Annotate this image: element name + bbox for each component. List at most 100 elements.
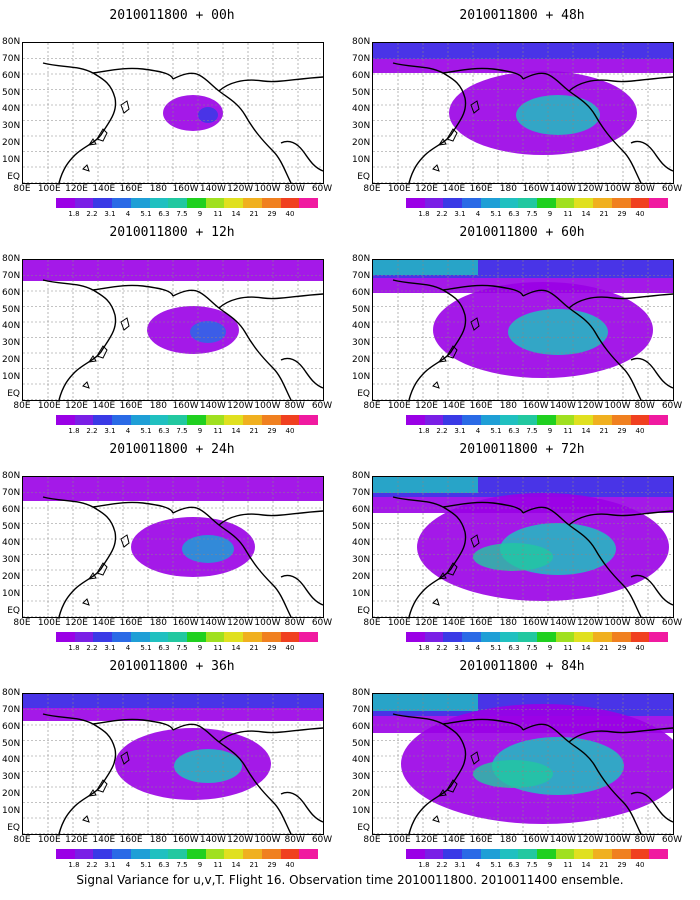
- island: [446, 779, 458, 793]
- island: [82, 164, 90, 172]
- island: [437, 789, 447, 797]
- lat-label: 30N: [2, 121, 21, 132]
- colorbar-cell: [261, 415, 281, 425]
- colorbar-cell: [480, 415, 500, 425]
- colorbar-label: 6.3: [158, 427, 170, 435]
- colorbar-label: 6.3: [158, 644, 170, 652]
- lat-label: 70N: [352, 270, 371, 281]
- lon-label: 140E: [442, 401, 466, 411]
- lon-label: 60W: [311, 618, 333, 628]
- island: [87, 138, 97, 146]
- map-panel: [372, 476, 674, 618]
- colorbar-cell: [93, 849, 113, 859]
- colorbar-label: 21: [599, 427, 609, 435]
- lon-label: 160W: [522, 835, 549, 845]
- island: [470, 317, 480, 331]
- colorbar-cell: [649, 415, 669, 425]
- lat-label: EQ: [357, 171, 370, 182]
- colorbar-label: 11: [563, 644, 573, 652]
- colorbar-cell: [168, 198, 188, 208]
- lon-label: 160W: [172, 401, 199, 411]
- island: [437, 138, 447, 146]
- lon-label: 120E: [415, 401, 438, 411]
- colorbar-cell: [480, 198, 500, 208]
- lon-label: 100W: [254, 184, 281, 194]
- colorbar-cell: [424, 198, 444, 208]
- colorbar-label: 4: [475, 427, 481, 435]
- coastline: [42, 279, 323, 400]
- colorbar-label: 14: [231, 644, 241, 652]
- colorbar-cell: [406, 632, 425, 642]
- colorbar-cell: [299, 849, 319, 859]
- lat-label: 80N: [2, 471, 21, 481]
- colorbar-label: 7.5: [176, 861, 188, 869]
- lon-label: 100W: [254, 401, 281, 411]
- colorbar-label: 29: [267, 861, 277, 869]
- colorbar-label: 5.1: [490, 210, 502, 218]
- lon-label: 140W: [549, 184, 576, 194]
- panel-title: 2010011800 + 48h: [459, 8, 585, 23]
- colorbar-cell: [112, 415, 131, 425]
- island: [446, 562, 458, 576]
- island: [82, 815, 90, 823]
- map-svg: [23, 43, 323, 183]
- lon-label: 140W: [199, 835, 226, 845]
- colorbar-label: 11: [213, 644, 223, 652]
- island: [96, 562, 108, 576]
- colorbar-cell: [499, 849, 519, 859]
- colorbar: [56, 415, 319, 425]
- colorbar-cell: [574, 849, 594, 859]
- lat-label: 30N: [352, 555, 371, 566]
- lat-label: 70N: [352, 487, 371, 498]
- colorbar-label: 1.8: [68, 644, 80, 652]
- variance-core-2: [473, 543, 553, 571]
- colorbar-cell: [630, 849, 650, 859]
- lon-label: 140E: [442, 835, 466, 845]
- lon-label: 80E: [363, 184, 381, 194]
- panel-title: 2010011800 + 00h: [109, 8, 235, 23]
- colorbar-label: 7.5: [526, 210, 538, 218]
- island: [437, 572, 447, 580]
- lat-label: EQ: [7, 822, 20, 833]
- colorbar-cell: [187, 198, 206, 208]
- coastline: [392, 496, 673, 617]
- colorbar-label: 9: [547, 427, 553, 435]
- lon-label: 140E: [92, 401, 116, 411]
- lon-label: 80E: [13, 401, 31, 411]
- lat-label: 40N: [352, 538, 371, 549]
- colorbar-cell: [56, 849, 75, 859]
- colorbar-cell: [130, 198, 150, 208]
- colorbar-cell: [243, 415, 262, 425]
- colorbar-cell: [480, 849, 500, 859]
- colorbar-cell: [149, 198, 169, 208]
- colorbar-label: 5.1: [140, 861, 152, 869]
- colorbar-cell: [555, 632, 575, 642]
- lon-label: 120E: [65, 401, 88, 411]
- colorbar-label: 1.8: [418, 210, 430, 218]
- colorbar-cell: [224, 632, 244, 642]
- colorbar: [56, 849, 319, 859]
- lon-label: 120E: [415, 618, 438, 628]
- lon-label: 80E: [13, 184, 31, 194]
- colorbar-cell: [630, 198, 650, 208]
- colorbar-label: 29: [267, 210, 277, 218]
- colorbar-cell: [168, 415, 188, 425]
- lat-label: 80N: [352, 37, 371, 47]
- lon-label: 140E: [92, 835, 116, 845]
- colorbar-cell: [611, 415, 631, 425]
- island: [437, 355, 447, 363]
- colorbar-label: 2.2: [86, 427, 98, 435]
- lon-label: 140E: [92, 618, 116, 628]
- colorbar-label: 11: [213, 861, 223, 869]
- island: [446, 345, 458, 359]
- lat-label: 30N: [2, 772, 21, 783]
- colorbar-label: 1.8: [418, 861, 430, 869]
- variance-core: [508, 309, 608, 355]
- lat-label: 60N: [2, 287, 21, 298]
- panel-title: 2010011800 + 24h: [109, 442, 235, 457]
- lon-label: 60W: [661, 184, 683, 194]
- coastline: [392, 62, 673, 183]
- colorbar: [56, 198, 319, 208]
- lon-label: 160W: [172, 184, 199, 194]
- coastline: [42, 496, 323, 617]
